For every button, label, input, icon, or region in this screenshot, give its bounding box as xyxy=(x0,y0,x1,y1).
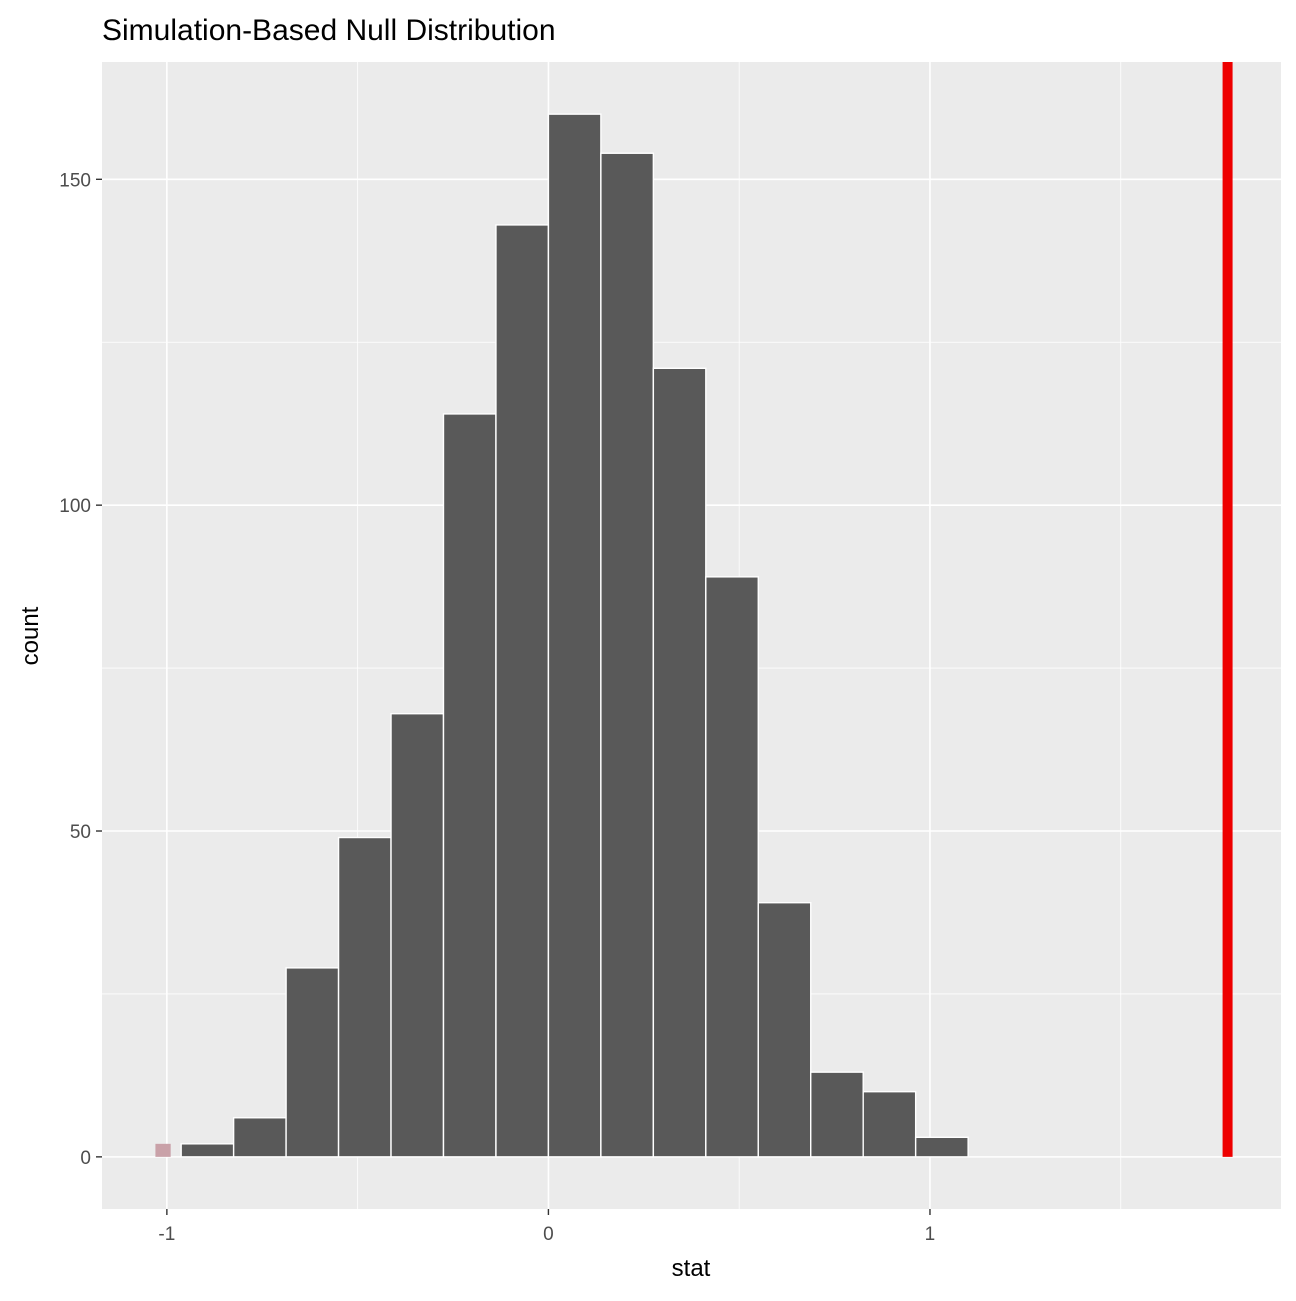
histogram-bars xyxy=(180,113,969,1158)
y-tick-label: 100 xyxy=(59,496,91,517)
shaded-tail-rect xyxy=(155,1143,171,1157)
shaded-region xyxy=(155,1143,171,1157)
y-tick-label: 150 xyxy=(59,170,91,191)
observed-stat-line xyxy=(1222,62,1233,1157)
histogram-bar xyxy=(810,1071,864,1158)
y-tick-label: 0 xyxy=(80,1148,91,1169)
histogram-bar xyxy=(600,152,655,1158)
x-axis-ticks: -1 0 1 xyxy=(158,1209,935,1245)
histogram-bar xyxy=(914,1136,969,1158)
x-tick-label: -1 xyxy=(158,1224,175,1245)
histogram-bar xyxy=(442,413,497,1158)
y-tick-label: 50 xyxy=(70,822,91,843)
y-axis-title: count xyxy=(17,606,44,665)
histogram-bar xyxy=(180,1143,235,1158)
histogram-bar xyxy=(547,113,602,1158)
histogram-bar xyxy=(390,713,445,1158)
histogram-bar xyxy=(757,901,812,1158)
histogram-bar xyxy=(285,967,340,1158)
x-tick-label: 1 xyxy=(925,1224,936,1245)
observed-stat-line-group xyxy=(1222,62,1233,1157)
histogram-bar xyxy=(232,1117,287,1158)
x-axis-title: stat xyxy=(672,1255,711,1282)
y-axis-ticks: 0 50 100 150 xyxy=(59,170,102,1169)
x-tick-label: 0 xyxy=(543,1224,554,1245)
histogram-bar xyxy=(495,224,550,1158)
histogram-bar xyxy=(862,1090,917,1158)
chart-title: Simulation-Based Null Distribution xyxy=(102,14,556,47)
histogram-bar xyxy=(652,367,707,1158)
histogram-bar xyxy=(705,576,759,1158)
histogram-bar xyxy=(337,836,392,1158)
